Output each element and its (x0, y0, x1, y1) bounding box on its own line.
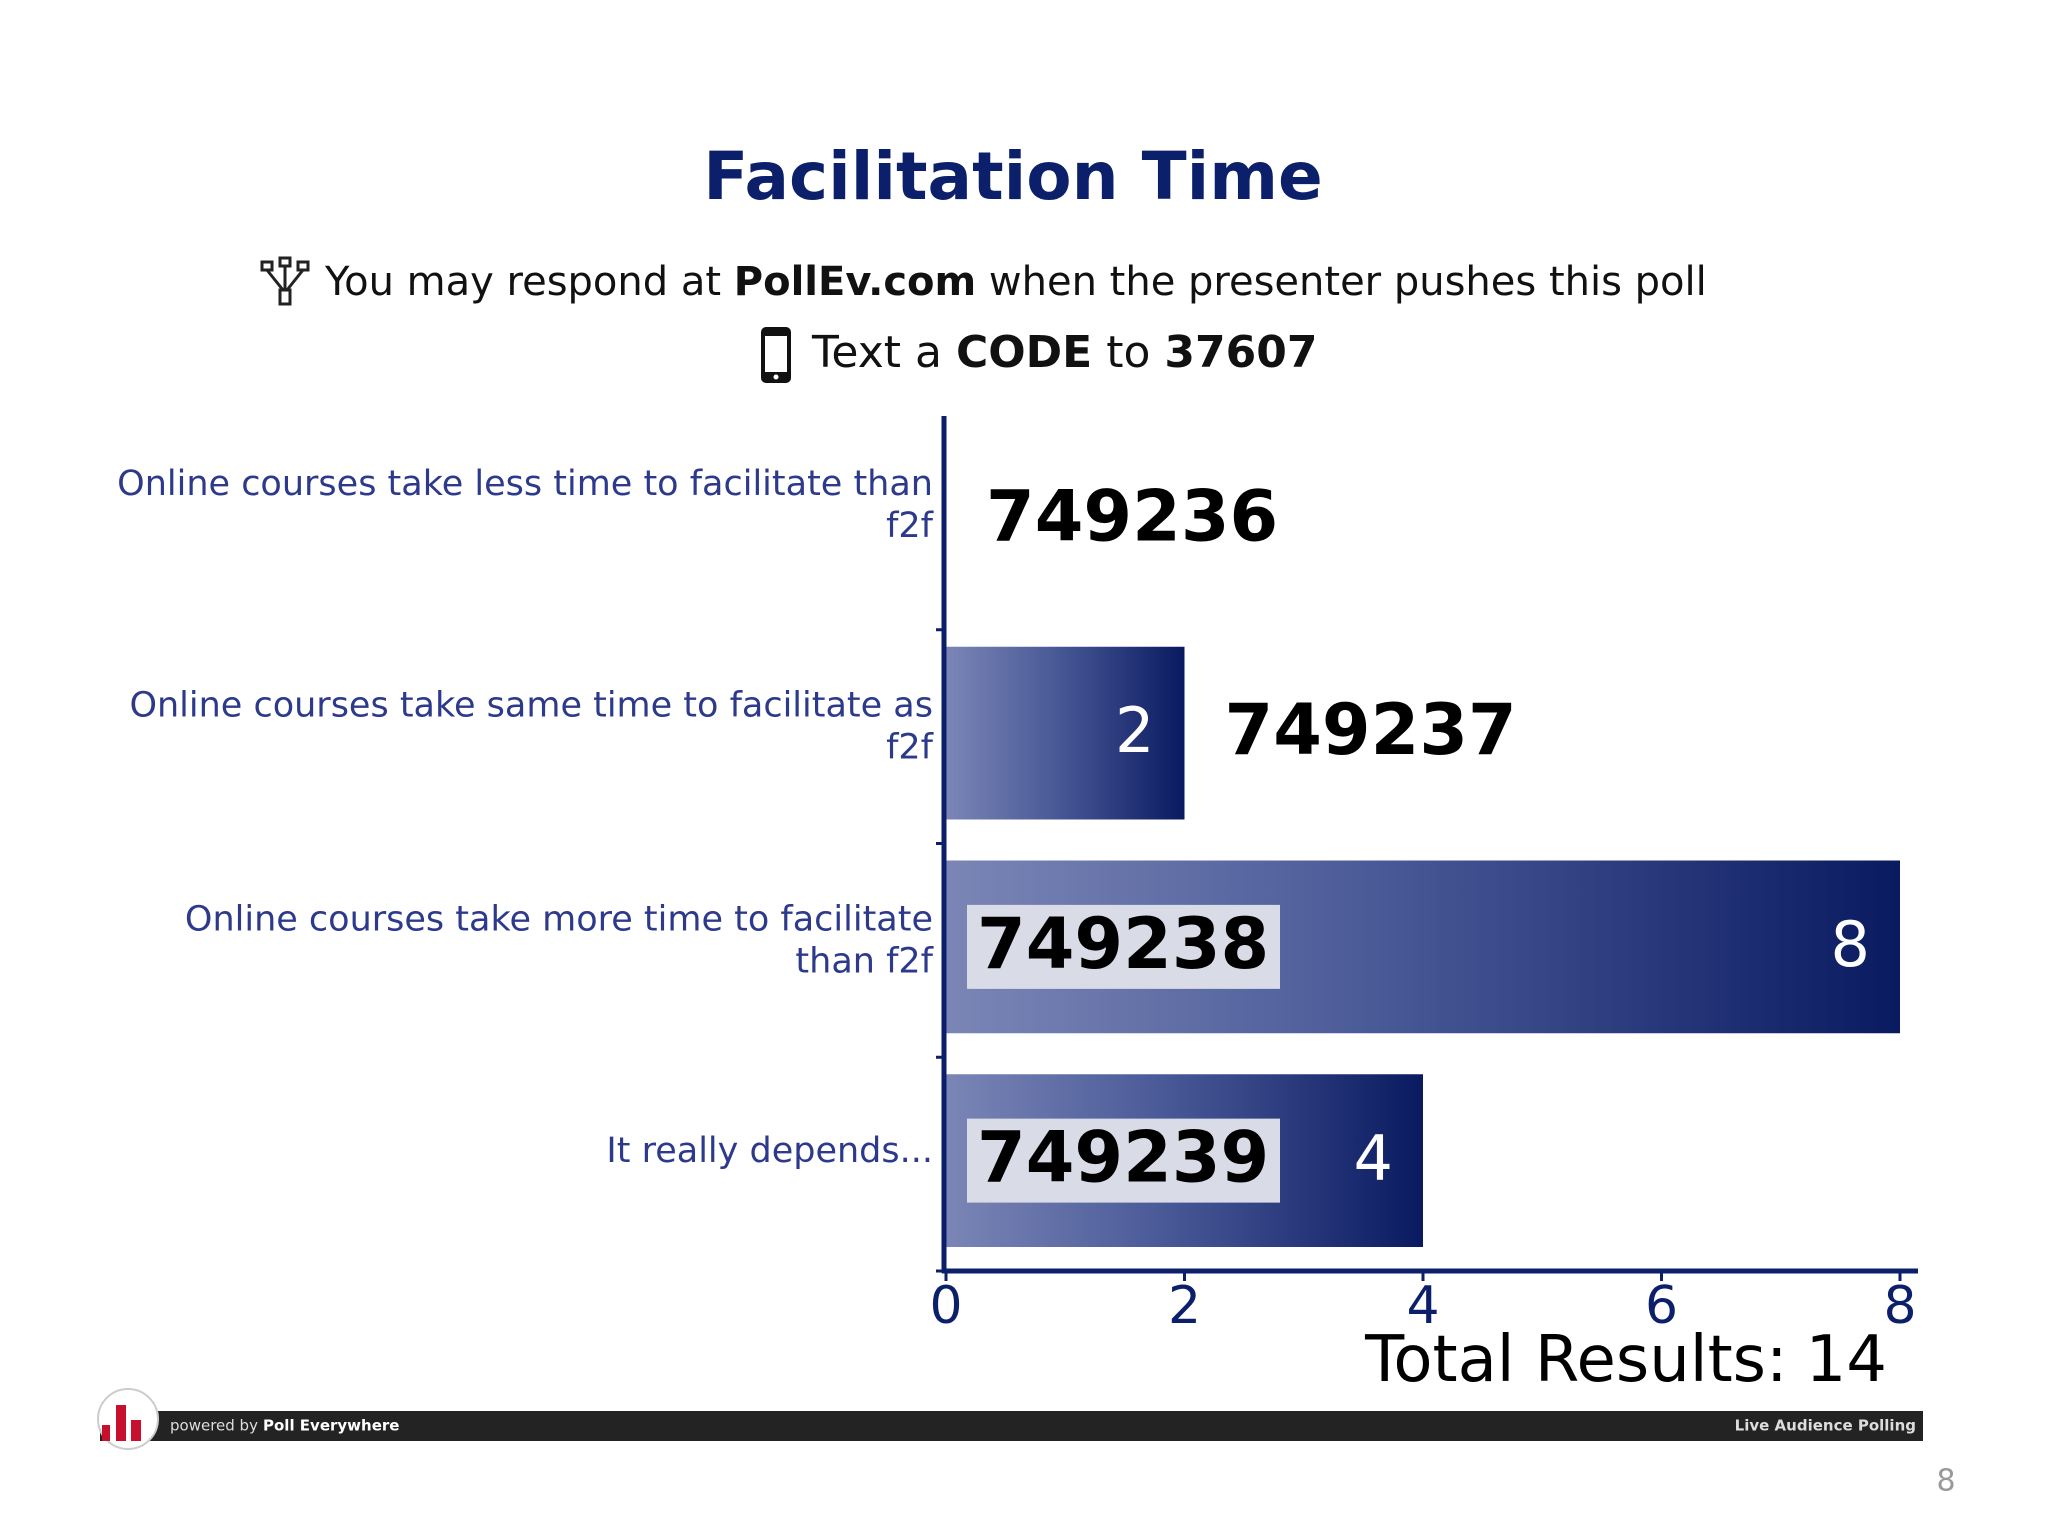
category-label: Online courses take same time to facilit… (129, 686, 933, 726)
phone-icon (761, 327, 791, 383)
x-tick-label: 2 (1168, 1276, 1201, 1336)
x-tick-label: 8 (1883, 1276, 1916, 1336)
total-value: 14 (1806, 1323, 1887, 1397)
instruction-web: You may respond at PollEv.com when the p… (324, 259, 1707, 305)
category-label: f2f (886, 728, 934, 768)
value-label: 2 (1115, 694, 1154, 767)
x-tick-label: 4 (1406, 1276, 1439, 1336)
footer-tagline: Live Audience Polling (1735, 1417, 1916, 1435)
chart-title: Facilitation Time (703, 138, 1323, 215)
chart: 0 2 4 6 8 749236 Online courses take less time… (117, 416, 1918, 1397)
instruction-part: You may respond at (324, 259, 734, 305)
instruction-part: when the presenter pushes this poll (976, 259, 1707, 305)
bar (946, 646, 1185, 820)
x-tick-label: 0 (929, 1276, 962, 1336)
response-code: 749236 (986, 475, 1278, 557)
code-box (967, 904, 1280, 989)
code-box (967, 1118, 1280, 1203)
web-icon (260, 256, 310, 306)
instruction-text: Text a CODE to 37607 (811, 327, 1317, 378)
response-code: 749237 (1225, 689, 1517, 771)
category-label: Online courses take more time to facilit… (185, 899, 933, 939)
category-label: than f2f (795, 941, 933, 981)
response-code: 749239 (977, 1117, 1269, 1199)
instruction-part: 37607 (1164, 327, 1317, 378)
category-label: It really depends... (606, 1131, 933, 1171)
instruction-part: Text a (811, 327, 956, 378)
category-label: Online courses take less time to facilit… (117, 464, 933, 504)
x-tick-label: 6 (1645, 1276, 1678, 1336)
instruction-part: CODE (956, 327, 1092, 378)
response-code: 749238 (977, 903, 1269, 985)
value-label: 8 (1831, 908, 1870, 981)
instruction-part: to (1092, 327, 1164, 378)
footer-bar (100, 1411, 1923, 1441)
value-label: 4 (1354, 1122, 1393, 1195)
footer-brand: Poll Everywhere (263, 1417, 399, 1435)
instruction-part: PollEv.com (734, 259, 976, 305)
total-label: Total Results: (1364, 1323, 1787, 1397)
footer-logo (97, 1388, 159, 1450)
footer-powered-by: powered by (170, 1417, 258, 1435)
category-label: f2f (886, 506, 934, 546)
page-number: 8 (1936, 1464, 1955, 1499)
total-results: Total Results: 14 (1364, 1323, 1887, 1397)
